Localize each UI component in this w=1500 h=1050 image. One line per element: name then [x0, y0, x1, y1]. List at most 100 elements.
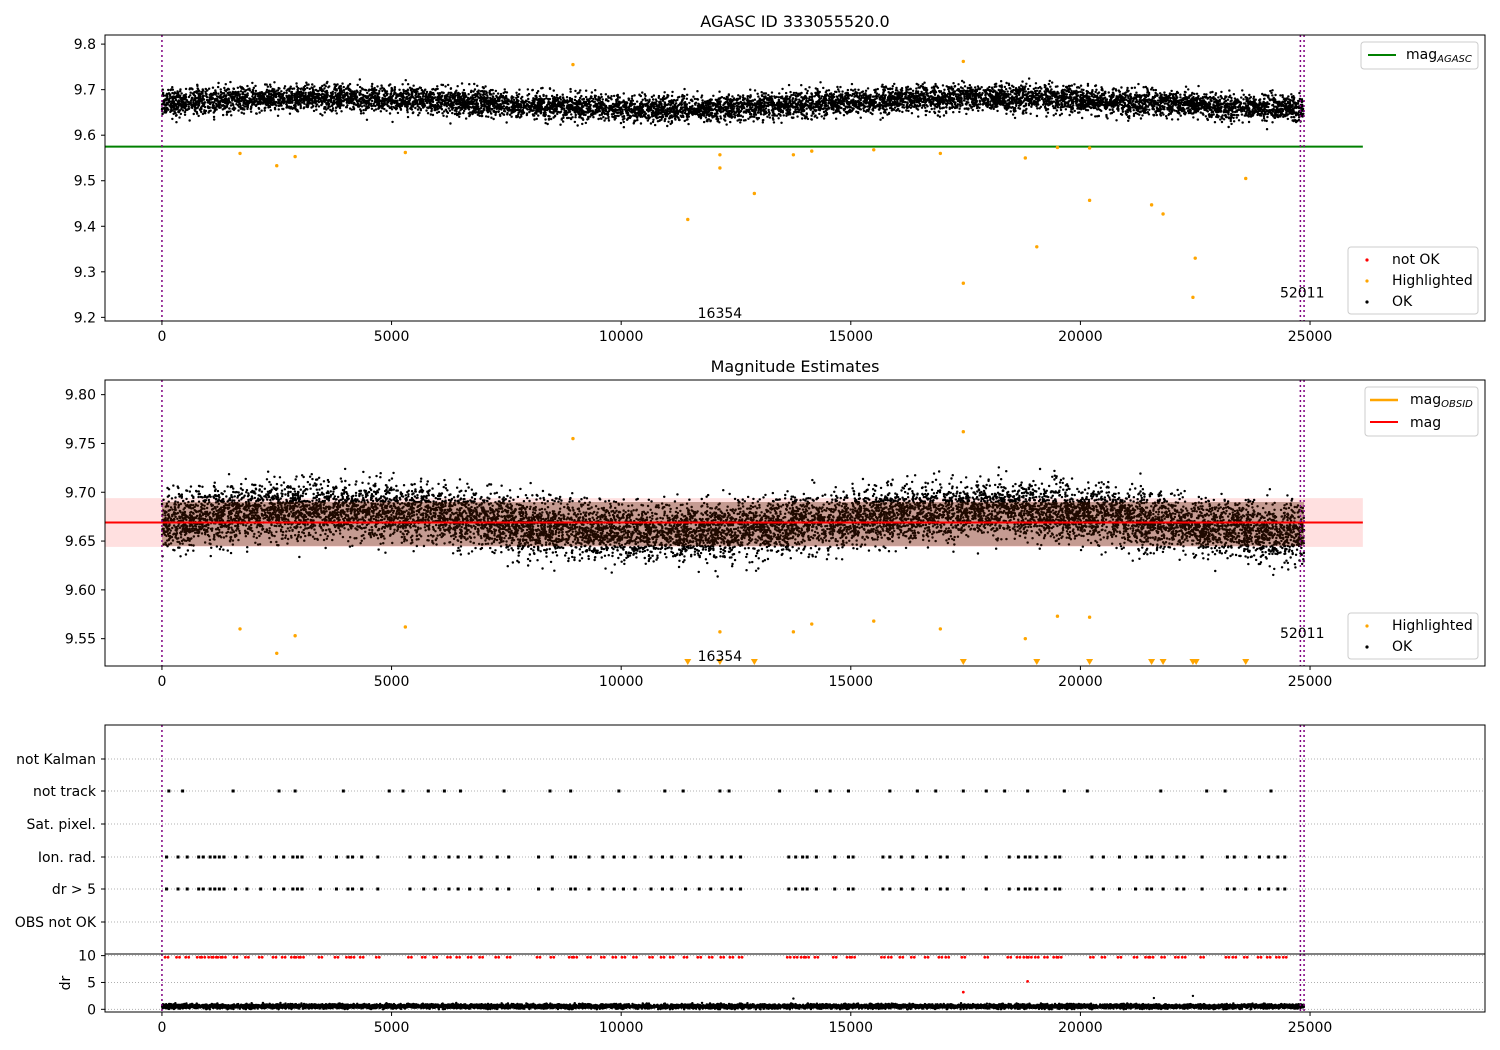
below-range-marker [1192, 659, 1200, 665]
panel-magnitude-ytick-label: 9.60 [65, 583, 96, 599]
flag-point [502, 789, 506, 793]
flag-point [222, 887, 226, 891]
flag-point [376, 855, 380, 859]
flag-point [661, 855, 665, 859]
flag-point [1145, 887, 1149, 891]
panel-flags-marks [161, 725, 1305, 954]
dr-notok-point [1119, 955, 1123, 959]
dr-notok-point [1281, 955, 1285, 959]
legend2-highlighted-swatch [1365, 624, 1369, 628]
legend-notok-label: not OK [1392, 252, 1440, 268]
flag-point [739, 855, 743, 859]
flag-point [911, 887, 915, 891]
dr-notok-point [1009, 955, 1013, 959]
flag-point [814, 887, 818, 891]
dr-notok-point [1056, 955, 1060, 959]
panel-agasc-highlighted-point [718, 153, 722, 157]
dr-notok-point [203, 955, 207, 959]
flag-point [833, 855, 837, 859]
flag-point [1016, 855, 1020, 859]
dr-notok-point [1180, 955, 1184, 959]
panel-agasc-xtick-label: 25000 [1288, 329, 1333, 345]
dr-notok-point [898, 955, 902, 959]
dr-notok-point [1274, 955, 1278, 959]
dr-notok-point [1199, 955, 1203, 959]
flag-point [847, 855, 851, 859]
flag-point [601, 887, 605, 891]
dr-notok-point [257, 955, 261, 959]
panel-flags-ticks: not Kalman not track Sat. pixel. Ion. rad. d… [15, 752, 105, 931]
flag-point [346, 887, 350, 891]
dr-notok-point [1116, 955, 1120, 959]
flag-point [670, 855, 674, 859]
flag-point [697, 887, 701, 891]
flag-point [612, 887, 616, 891]
dr-notok-point [184, 955, 188, 959]
panel-dr-ok-scatter [160, 1001, 1306, 1011]
dr-notok-point [1029, 955, 1033, 959]
flag-point [787, 887, 791, 891]
flag-point [617, 789, 621, 793]
below-range-marker [959, 659, 967, 665]
flag-point [1276, 855, 1280, 859]
panel-agasc-highlighted-point [1055, 145, 1060, 150]
below-range-marker [716, 659, 724, 665]
panel-magnitude-highlighted-point [938, 627, 943, 631]
dr-notok-point [1022, 955, 1026, 959]
panel-agasc-highlighted-point [872, 148, 876, 152]
flag-point [621, 855, 625, 859]
dr-notok-point [410, 955, 413, 959]
dr-notok-point [834, 955, 838, 959]
dr-notok-point [260, 955, 264, 959]
flag-point [984, 855, 988, 859]
panel-magnitude-highlighted-point [275, 651, 279, 656]
panel-dr-ok-points [160, 1001, 1306, 1011]
flag-point [548, 789, 552, 793]
flag-point [537, 887, 541, 891]
panel-dr-xtick-label: 0 [157, 1020, 166, 1036]
dr-notok-point [785, 955, 789, 959]
dr-notok-point [333, 955, 337, 959]
flag-point [1035, 855, 1039, 859]
panel-agasc-highlighted-point [752, 191, 757, 196]
dr-notok-point [1151, 955, 1155, 959]
flag-point [1161, 887, 1165, 891]
panel-magnitude-xtick-label: 20000 [1058, 674, 1103, 690]
panel-agasc-highlighted-point [1244, 176, 1248, 181]
flag-point [661, 887, 665, 891]
flag-point [1023, 887, 1027, 891]
panel-agasc-highlighted-point [275, 164, 279, 168]
flag-point [801, 887, 805, 891]
dr-notok-point [567, 955, 571, 959]
flag-point [334, 855, 338, 859]
panel-dr-ytick-label: 5 [87, 975, 96, 991]
below-range-marker [750, 659, 758, 665]
panel-agasc-annotation-1: 52011 [1280, 285, 1325, 301]
flag-point [351, 855, 355, 859]
dr-notok-point [740, 955, 744, 959]
dr-notok-point [699, 955, 703, 959]
dr-notok-point [853, 955, 856, 959]
panel-magnitude-highlighted-point [1055, 614, 1060, 618]
dr-notok-point [349, 955, 353, 959]
flag-point [1023, 855, 1027, 859]
flag-point [201, 855, 205, 859]
flag-point [456, 855, 460, 859]
flag-point [1007, 855, 1011, 859]
legend-ok-label: OK [1392, 294, 1413, 310]
dr-notok-point [575, 955, 579, 959]
dr-notok-point [207, 955, 211, 959]
flag-point [1035, 887, 1039, 891]
dr-notok-point [614, 955, 618, 959]
dr-notok-point [1036, 955, 1040, 959]
dr-notok-point [466, 955, 470, 959]
dr-notok-point [1091, 955, 1095, 959]
flag-point [185, 855, 189, 859]
flag-point [426, 789, 430, 793]
dr-notok-point [302, 955, 305, 959]
flag-point [1085, 789, 1089, 793]
flag-point [833, 887, 837, 891]
panel-agasc-ytick-label: 9.7 [74, 83, 96, 99]
flag-point [208, 887, 212, 891]
panel-agasc-highlighted-point [686, 217, 690, 222]
